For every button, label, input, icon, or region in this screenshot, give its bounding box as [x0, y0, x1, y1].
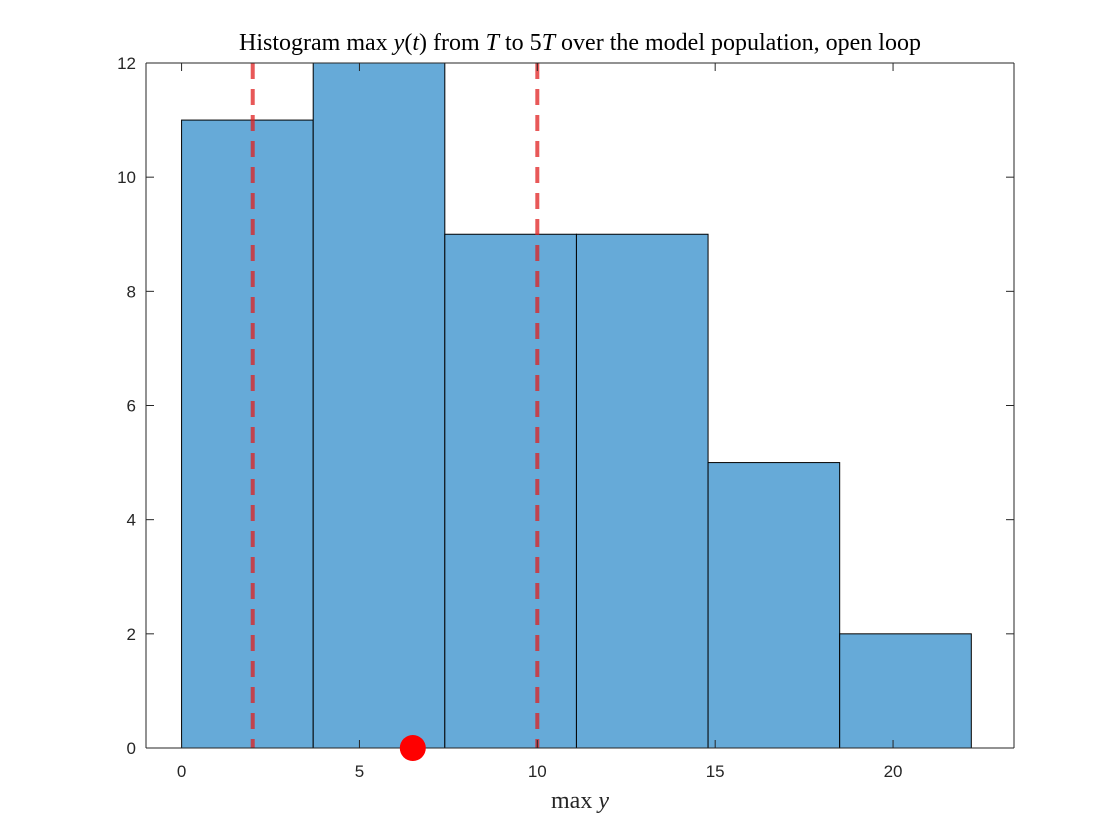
- x-tick-label: 15: [706, 762, 725, 781]
- histogram-bar-2: [312, 62, 446, 749]
- y-tick-label: 8: [127, 282, 136, 301]
- y-tick-label: 6: [127, 397, 136, 416]
- x-tick-label: 10: [528, 762, 547, 781]
- y-tick-label: 0: [127, 739, 136, 758]
- y-tick-label: 2: [127, 625, 136, 644]
- axis-ticks: 0 5 10 15 20 0 2 4 6 8 10 12: [117, 54, 1014, 781]
- y-tick-label: 4: [127, 511, 136, 530]
- x-tick-label: 0: [177, 762, 186, 781]
- histogram-bar-5: [707, 462, 841, 749]
- histogram-bar-3: [444, 233, 577, 749]
- x-tick-label: 20: [884, 762, 903, 781]
- data-marker-group: [399, 735, 426, 761]
- histogram-bar-1: [181, 119, 314, 749]
- y-tick-label: 12: [117, 54, 136, 73]
- histogram-bar-6: [839, 633, 972, 749]
- x-tick-label: 5: [355, 762, 364, 781]
- reference-lines: [250, 63, 540, 748]
- histogram-bar-4: [575, 233, 709, 749]
- data-marker-point: [399, 735, 426, 761]
- chart-title: Histogram max y(t) from T to 5T over the…: [239, 30, 921, 56]
- x-axis-label: max y: [551, 788, 609, 814]
- histogram-bars: [181, 62, 972, 749]
- y-tick-label: 10: [117, 168, 136, 187]
